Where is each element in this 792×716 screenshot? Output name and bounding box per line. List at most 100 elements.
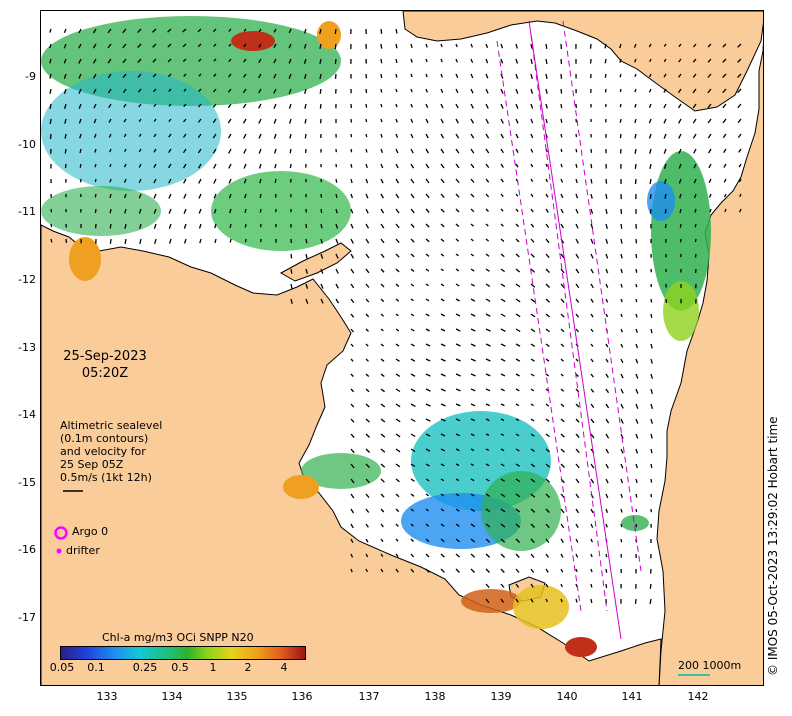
velocity-arrow <box>515 598 519 603</box>
velocity-arrow <box>109 223 112 229</box>
velocity-arrow <box>198 73 202 77</box>
velocity-arrow <box>605 283 609 288</box>
velocity-arrow <box>153 133 157 138</box>
velocity-arrow <box>152 73 157 78</box>
velocity-arrow <box>470 418 476 422</box>
velocity-arrow <box>395 463 401 468</box>
velocity-arrow <box>138 223 142 229</box>
velocity-arrow <box>78 118 82 124</box>
velocity-arrow <box>679 208 682 214</box>
velocity-arrow <box>50 208 53 213</box>
velocity-arrow <box>648 88 652 93</box>
velocity-arrow <box>108 118 112 123</box>
velocity-arrow <box>350 358 354 362</box>
velocity-arrow <box>560 583 563 588</box>
velocity-arrow <box>515 358 521 362</box>
velocity-arrow <box>575 373 579 377</box>
velocity-arrow <box>530 433 535 437</box>
velocity-arrow <box>575 268 580 274</box>
satellite-tracks <box>496 20 642 640</box>
velocity-arrow <box>693 43 697 48</box>
velocity-arrow <box>738 178 742 183</box>
velocity-arrow <box>320 208 323 214</box>
velocity-arrow <box>664 193 667 199</box>
velocity-arrow <box>500 298 506 303</box>
velocity-arrow <box>515 388 520 392</box>
velocity-arrow <box>560 118 563 123</box>
velocity-arrow <box>485 538 491 543</box>
velocity-arrow <box>515 118 519 124</box>
velocity-arrow <box>470 103 474 109</box>
velocity-arrow <box>485 373 491 377</box>
velocity-arrow <box>500 148 504 154</box>
velocity-arrow <box>395 43 398 49</box>
velocity-arrow <box>380 298 385 303</box>
velocity-arrow <box>227 88 232 93</box>
velocity-arrow <box>650 313 653 318</box>
velocity-arrow <box>395 148 399 154</box>
velocity-arrow <box>530 448 535 452</box>
velocity-arrow <box>425 343 431 347</box>
velocity-arrow <box>380 343 385 347</box>
velocity-arrow <box>738 163 742 168</box>
velocity-arrow <box>649 598 652 605</box>
velocity-arrow <box>455 133 460 139</box>
velocity-arrow <box>515 283 521 288</box>
velocity-arrow <box>305 253 308 259</box>
velocity-arrow <box>620 448 624 454</box>
time-text: 05:20Z <box>81 366 129 381</box>
velocity-arrow <box>605 268 609 274</box>
velocity-arrow <box>575 523 579 529</box>
velocity-arrow <box>619 73 622 78</box>
velocity-arrow <box>485 388 491 392</box>
velocity-arrow <box>500 388 505 392</box>
map-canvas[interactable] <box>40 10 764 686</box>
velocity-arrow <box>410 538 414 542</box>
velocity-arrow <box>694 208 697 213</box>
velocity-arrow <box>737 73 742 79</box>
colorbar-tick: 0.25 <box>132 661 158 674</box>
velocity-arrow <box>620 283 623 288</box>
velocity-arrow <box>440 103 444 109</box>
velocity-arrow <box>94 148 97 153</box>
velocity-arrow <box>590 598 593 604</box>
velocity-arrow <box>635 373 639 379</box>
velocity-arrow <box>724 193 727 198</box>
velocity-arrow <box>455 253 459 257</box>
velocity-arrow <box>604 88 607 93</box>
velocity-arrow <box>619 88 622 93</box>
velocity-arrow <box>678 73 682 78</box>
velocity-arrow <box>183 223 187 229</box>
velocity-arrow <box>50 238 53 243</box>
velocity-arrow <box>124 208 127 214</box>
velocity-arrow <box>560 298 565 303</box>
velocity-arrow <box>485 418 490 422</box>
velocity-arrow <box>590 328 594 333</box>
velocity-arrow <box>605 583 608 589</box>
velocity-arrow <box>455 73 459 78</box>
velocity-arrow <box>560 403 565 408</box>
velocity-arrow <box>243 58 247 63</box>
velocity-arrow <box>678 148 682 154</box>
velocity-arrow <box>152 28 157 33</box>
velocity-arrow <box>304 133 307 139</box>
velocity-arrow <box>485 433 490 436</box>
velocity-arrow <box>258 148 262 154</box>
velocity-arrow <box>530 268 536 273</box>
velocity-arrow <box>708 193 712 198</box>
velocity-arrow <box>692 88 697 94</box>
velocity-arrow <box>545 553 550 558</box>
velocity-arrow <box>722 58 727 63</box>
velocity-arrow <box>605 193 608 199</box>
velocity-arrow <box>650 343 653 349</box>
velocity-arrow <box>515 193 519 197</box>
velocity-arrow <box>634 598 637 604</box>
velocity-arrow <box>138 118 142 123</box>
velocity-arrow <box>335 238 339 244</box>
velocity-arrow <box>663 103 667 109</box>
velocity-arrow <box>410 418 416 423</box>
velocity-arrow <box>677 88 682 94</box>
velocity-arrow <box>575 133 578 138</box>
velocity-arrow <box>259 193 262 199</box>
velocity-arrow <box>380 523 384 528</box>
